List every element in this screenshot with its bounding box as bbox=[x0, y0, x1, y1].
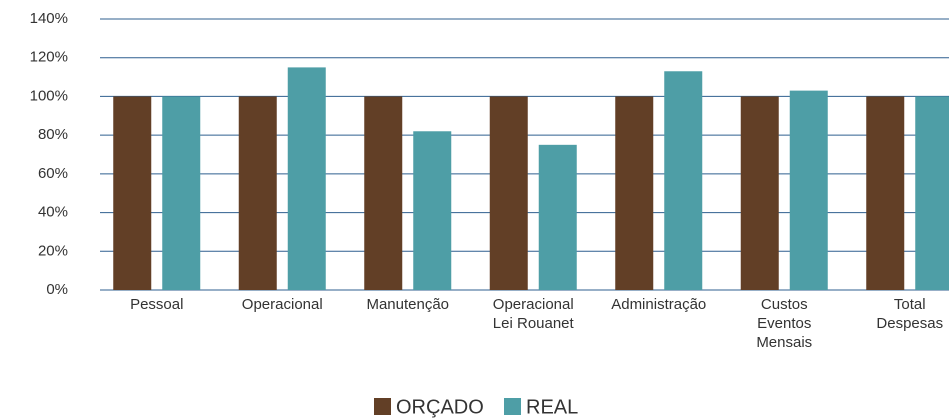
x-tick-label: Pessoal bbox=[130, 296, 183, 313]
bar bbox=[287, 67, 326, 291]
x-tick-label: Total Despesas bbox=[876, 296, 943, 332]
bar bbox=[615, 96, 654, 290]
y-tick-label: 80% bbox=[38, 126, 68, 143]
legend-label: ORÇADO bbox=[396, 396, 484, 418]
bar bbox=[364, 96, 403, 290]
x-tick-label: Custos Eventos Mensais bbox=[756, 296, 812, 351]
bar bbox=[162, 96, 201, 290]
bar bbox=[789, 90, 828, 290]
bar bbox=[538, 144, 577, 290]
legend-label: REAL bbox=[526, 396, 578, 418]
bar bbox=[740, 96, 779, 290]
y-tick-label: 100% bbox=[30, 87, 68, 104]
y-tick-label: 20% bbox=[38, 242, 68, 259]
y-tick-label: 140% bbox=[30, 10, 68, 27]
bar bbox=[664, 71, 703, 290]
x-tick-label: Operacional bbox=[242, 296, 323, 313]
legend-swatch bbox=[504, 398, 521, 415]
bar bbox=[113, 96, 152, 290]
y-tick-label: 0% bbox=[46, 281, 68, 298]
legend-swatch bbox=[374, 398, 391, 415]
bar bbox=[489, 96, 528, 290]
y-tick-label: 40% bbox=[38, 204, 68, 221]
bar bbox=[866, 96, 905, 290]
x-tick-label: Administração bbox=[611, 296, 706, 313]
x-tick-label: Manutenção bbox=[366, 296, 449, 313]
y-tick-label: 60% bbox=[38, 165, 68, 182]
x-tick-label: Operacional Lei Rouanet bbox=[493, 296, 575, 332]
y-tick-label: 120% bbox=[30, 49, 68, 66]
bar bbox=[413, 131, 452, 290]
bar bbox=[238, 96, 277, 290]
bar bbox=[915, 96, 949, 290]
